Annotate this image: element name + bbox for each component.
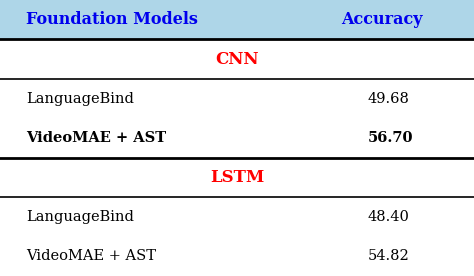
Text: VideoMAE + AST: VideoMAE + AST: [26, 249, 156, 263]
Text: VideoMAE + AST: VideoMAE + AST: [26, 131, 166, 145]
Text: LanguageBind: LanguageBind: [26, 92, 134, 106]
Text: 49.68: 49.68: [367, 92, 409, 106]
Text: Foundation Models: Foundation Models: [26, 11, 198, 28]
Text: LSTM: LSTM: [210, 169, 264, 186]
Text: 56.70: 56.70: [367, 131, 413, 145]
Text: 48.40: 48.40: [367, 210, 409, 224]
Text: LanguageBind: LanguageBind: [26, 210, 134, 224]
Text: Accuracy: Accuracy: [341, 11, 423, 28]
Text: 54.82: 54.82: [367, 249, 409, 263]
FancyBboxPatch shape: [0, 0, 474, 39]
Text: CNN: CNN: [215, 51, 259, 68]
